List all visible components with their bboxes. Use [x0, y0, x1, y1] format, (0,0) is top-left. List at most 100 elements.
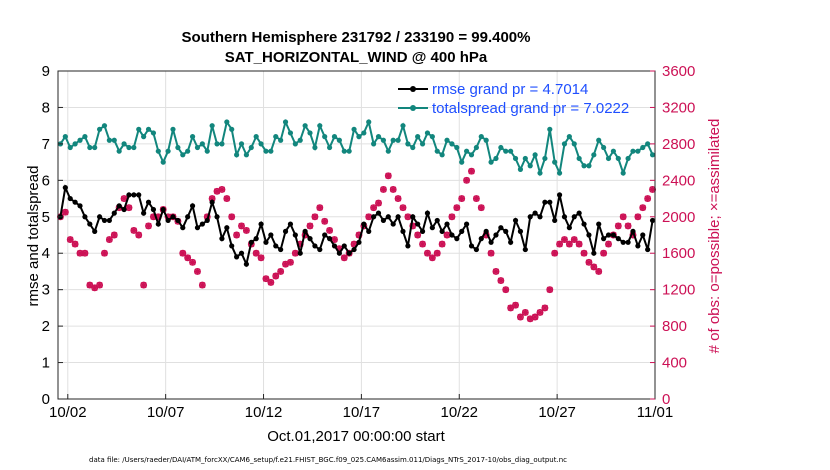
rmse-point	[361, 221, 367, 227]
obs-assimilated-point	[546, 286, 553, 293]
obs-assimilated-point	[590, 263, 598, 271]
totalspread-point	[581, 163, 587, 169]
obs-assimilated-point	[438, 240, 446, 248]
y-axis-left: 0 1 2 3 4 5 6 7 8 9	[42, 63, 63, 408]
totalspread-point	[278, 137, 284, 143]
rmse-point	[87, 221, 93, 227]
rmse-point	[610, 232, 617, 238]
obs-assimilated-point	[272, 272, 279, 280]
totalspread-point	[258, 141, 264, 147]
totalspread-point	[150, 130, 157, 136]
totalspread-point	[512, 155, 519, 162]
rmse-point	[346, 250, 352, 256]
totalspread-point	[131, 144, 137, 151]
rmse-point	[189, 203, 196, 209]
y-right-tick-label: 3200	[662, 99, 695, 116]
obs-assimilated-point	[316, 204, 323, 211]
rmse-point	[561, 214, 568, 220]
rmse-point	[498, 225, 504, 231]
x-tick-label: 11/01	[637, 404, 673, 421]
totalspread-point	[361, 130, 367, 136]
y-tick-label: 1	[42, 355, 50, 372]
obs-assimilated-point	[478, 204, 485, 211]
totalspread-point	[468, 152, 475, 158]
rmse-point	[385, 214, 391, 220]
obs-assimilated-point	[605, 240, 612, 248]
obs-assimilated-point	[306, 222, 314, 230]
totalspread-point	[586, 163, 592, 169]
chart-title-line2: SAT_HORIZONTAL_WIND @ 400 hPa	[225, 49, 488, 66]
obs-assimilated-point	[639, 204, 646, 211]
x-tick-label: 10/07	[147, 404, 185, 421]
rmse-point	[82, 214, 88, 220]
rmse-point	[219, 236, 225, 242]
series-layer	[56, 118, 657, 323]
totalspread-point	[234, 152, 240, 158]
rmse-point	[444, 221, 450, 227]
obs-assimilated-point	[145, 222, 152, 230]
totalspread-point	[522, 155, 528, 162]
rmse-point	[101, 217, 108, 224]
obs-assimilated-point	[96, 281, 103, 289]
x-axis: 10/02 10/07 10/12 10/17 10/22 10/27 11/01	[49, 394, 673, 421]
rmse-point	[527, 214, 533, 220]
totalspread-point	[645, 141, 651, 147]
y-right-tick-label: 800	[662, 318, 687, 335]
chart-title-line1: Southern Hemisphere 231792 / 233190 = 99…	[182, 29, 531, 46]
totalspread-point	[331, 134, 338, 140]
obs-assimilated-point	[267, 279, 275, 286]
rmse-point	[243, 261, 249, 267]
rmse-point	[566, 225, 572, 231]
rmse-point	[390, 221, 396, 227]
rmse-point	[224, 225, 230, 231]
obs-assimilated-point	[522, 309, 529, 316]
obs-assimilated-point	[370, 204, 377, 211]
rmse-point	[478, 236, 484, 242]
totalspread-point	[263, 148, 269, 154]
totalspread-point	[302, 123, 308, 129]
rmse-point	[238, 250, 245, 256]
rmse-point	[649, 217, 656, 224]
obs-assimilated-point	[429, 254, 436, 261]
rmse-point	[96, 214, 103, 220]
obs-assimilated-point	[600, 250, 607, 257]
rmse-point	[165, 217, 171, 224]
x-tick-label: 10/22	[440, 404, 478, 421]
obs-assimilated-point	[624, 222, 632, 230]
rmse-point	[459, 228, 465, 234]
obs-assimilated-point	[463, 177, 470, 184]
totalspread-point	[449, 141, 455, 147]
x-tick-label: 10/02	[49, 404, 87, 421]
totalspread-point	[390, 137, 396, 143]
rmse-point	[503, 228, 509, 234]
y-tick-label: 2	[42, 318, 50, 335]
totalspread-point	[605, 155, 612, 162]
rmse-point	[116, 203, 122, 209]
obs-assimilated-point	[492, 268, 500, 275]
rmse-point	[229, 243, 235, 249]
y-right-tick-label: 400	[662, 355, 687, 372]
rmse-point	[317, 246, 323, 253]
rmse-point	[415, 221, 421, 227]
totalspread-point	[615, 155, 621, 162]
obs-assimilated-point	[81, 250, 89, 257]
totalspread-point	[224, 119, 230, 125]
totalspread-point	[366, 119, 372, 125]
totalspread-point	[312, 144, 318, 151]
rmse-point	[268, 232, 274, 238]
obs-assimilated-point	[341, 254, 348, 261]
obs-assimilated-point	[468, 168, 475, 175]
rmse-point	[615, 236, 621, 242]
rmse-point	[77, 203, 83, 209]
totalspread-point	[503, 148, 509, 154]
rmse-point	[640, 232, 646, 238]
totalspread-point	[488, 159, 494, 165]
rmse-point	[62, 185, 68, 191]
rmse-point	[439, 228, 445, 234]
rmse-point	[292, 232, 298, 238]
obs-assimilated-point	[218, 186, 226, 193]
totalspread-point	[287, 130, 294, 136]
totalspread-point	[395, 137, 401, 143]
rmse-point	[92, 228, 98, 234]
rmse-point	[111, 210, 117, 216]
